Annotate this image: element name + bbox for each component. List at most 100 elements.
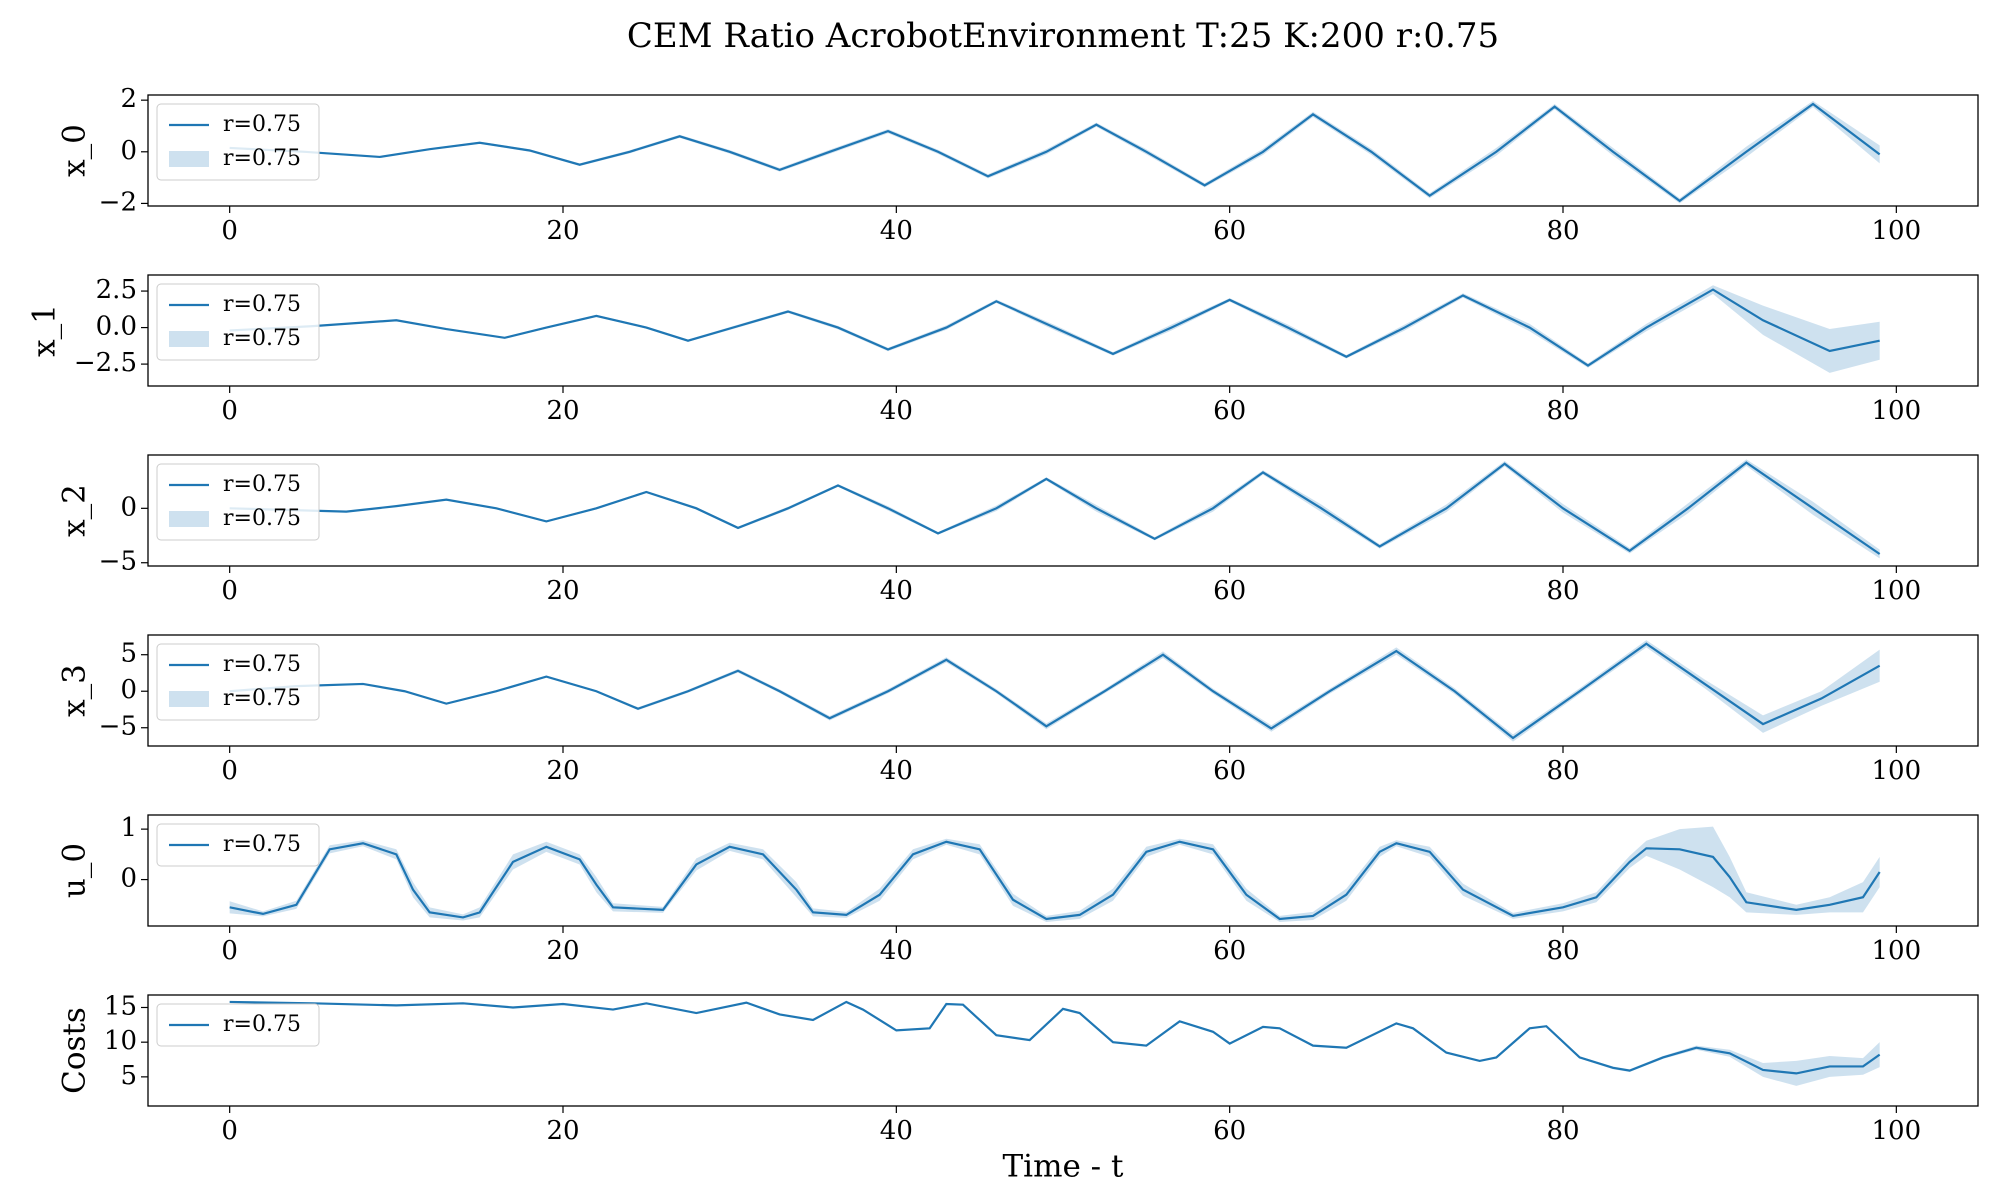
x-tick-label: 20 xyxy=(546,756,579,786)
x-tick-label: 80 xyxy=(1546,1116,1579,1146)
subplot: 0 20 40 60 80 100 −2 0 2 x_0 r=0.75 r=0.75 xyxy=(57,84,1979,246)
subplot: 0 20 40 60 80 100 −2.5 0.0 2.5 x_1 r=0.75 r=0.75 xyxy=(27,274,1979,426)
x-tick-label: 100 xyxy=(1872,576,1922,606)
x-tick-label: 60 xyxy=(1213,936,1246,966)
x-tick-label: 100 xyxy=(1872,936,1922,966)
legend-label: r=0.75 xyxy=(223,686,301,711)
y-axis-label: x_0 xyxy=(57,124,93,177)
y-tick-label: 5 xyxy=(120,639,137,669)
axes-frame xyxy=(147,274,1979,387)
legend-box xyxy=(156,103,320,181)
x-tick-label: 20 xyxy=(546,396,579,426)
x-tick-label: 40 xyxy=(880,576,913,606)
x-tick-label: 80 xyxy=(1546,396,1579,426)
subplot: 0 20 40 60 80 100 5 10 15 Costs Time - t r=0.75 xyxy=(57,991,1979,1185)
line xyxy=(229,1000,1881,1075)
legend-label: r=0.75 xyxy=(223,146,301,171)
y-tick-label: −5 xyxy=(99,547,137,577)
y-tick-label: 2 xyxy=(120,84,137,114)
x-tick-label: 20 xyxy=(546,936,579,966)
x-tick-label: 0 xyxy=(221,756,238,786)
y-tick-label: 1 xyxy=(120,813,137,843)
x-tick-label: 40 xyxy=(880,936,913,966)
y-tick-label: 15 xyxy=(104,991,137,1021)
plot-area xyxy=(229,285,1880,373)
y-tick-label: 0.0 xyxy=(96,312,137,342)
legend-patch xyxy=(169,511,209,527)
axes-frame xyxy=(147,634,1979,747)
legend-label: r=0.75 xyxy=(223,832,301,857)
y-tick-label: −2.5 xyxy=(74,348,137,378)
y-tick-label: −5 xyxy=(99,712,137,742)
legend-patch xyxy=(169,331,209,347)
x-tick-label: 40 xyxy=(880,756,913,786)
line xyxy=(229,642,1881,740)
subplot: 0 20 40 60 80 100 0 1 u_0 r=0.75 xyxy=(57,813,1979,966)
plot-area xyxy=(229,826,1881,922)
x-tick-label: 0 xyxy=(221,576,238,606)
y-tick-label: 10 xyxy=(104,1026,137,1056)
x-tick-label: 60 xyxy=(1213,396,1246,426)
y-axis-label: x_1 xyxy=(27,304,63,357)
y-axis-label: u_0 xyxy=(57,843,93,898)
band xyxy=(229,826,1880,922)
legend-patch xyxy=(169,151,209,167)
x-tick-label: 60 xyxy=(1213,1116,1246,1146)
axes-frame xyxy=(147,94,1979,207)
legend-label: r=0.75 xyxy=(223,326,301,351)
x-tick-label: 100 xyxy=(1872,396,1922,426)
plot-area xyxy=(229,1000,1881,1086)
y-tick-label: 0 xyxy=(120,492,137,522)
axes-frame xyxy=(147,454,1979,567)
y-tick-label: 2.5 xyxy=(96,275,137,305)
band xyxy=(229,285,1880,373)
line xyxy=(229,102,1881,203)
y-tick-label: 0 xyxy=(120,136,137,166)
legend-patch xyxy=(169,691,209,707)
subplot: 0 20 40 60 80 100 −5 0 5 x_3 r=0.75 r=0.75 xyxy=(57,634,1979,786)
x-tick-label: 80 xyxy=(1546,756,1579,786)
axes-frame xyxy=(147,994,1979,1107)
legend-box xyxy=(156,463,320,541)
y-tick-label: 5 xyxy=(120,1061,137,1091)
x-tick-label: 0 xyxy=(221,936,238,966)
axes-frame xyxy=(147,814,1979,927)
line xyxy=(229,461,1881,555)
line xyxy=(229,840,1881,921)
x-axis-label: Time - t xyxy=(1003,1149,1125,1185)
legend-box xyxy=(156,643,320,721)
legend-label: r=0.75 xyxy=(223,652,301,677)
x-tick-label: 20 xyxy=(546,576,579,606)
plot-area xyxy=(229,100,1881,204)
y-tick-label: 0 xyxy=(120,864,137,894)
x-tick-label: 80 xyxy=(1546,936,1579,966)
legend-label: r=0.75 xyxy=(223,472,301,497)
plot-area xyxy=(229,459,1881,559)
x-tick-label: 0 xyxy=(221,396,238,426)
subplot: 0 20 40 60 80 100 −5 0 x_2 r=0.75 r=0.75 xyxy=(57,454,1979,606)
x-tick-label: 40 xyxy=(880,216,913,246)
x-tick-label: 20 xyxy=(546,1116,579,1146)
y-tick-label: −2 xyxy=(99,187,137,217)
legend-label: r=0.75 xyxy=(223,292,301,317)
x-tick-label: 60 xyxy=(1213,216,1246,246)
plot-area xyxy=(229,640,1881,742)
x-tick-label: 100 xyxy=(1872,1116,1922,1146)
x-tick-label: 40 xyxy=(880,1116,913,1146)
x-tick-label: 60 xyxy=(1213,756,1246,786)
legend-label: r=0.75 xyxy=(223,1012,301,1037)
legend-box xyxy=(156,283,320,361)
x-tick-label: 100 xyxy=(1872,756,1922,786)
x-tick-label: 40 xyxy=(880,396,913,426)
legend-label: r=0.75 xyxy=(223,112,301,137)
line xyxy=(229,288,1880,367)
x-tick-label: 60 xyxy=(1213,576,1246,606)
y-axis-label: x_2 xyxy=(57,484,93,537)
x-tick-label: 80 xyxy=(1546,576,1579,606)
legend-box xyxy=(156,823,320,867)
x-tick-label: 0 xyxy=(221,1116,238,1146)
x-tick-label: 20 xyxy=(546,216,579,246)
y-tick-label: 0 xyxy=(120,675,137,705)
